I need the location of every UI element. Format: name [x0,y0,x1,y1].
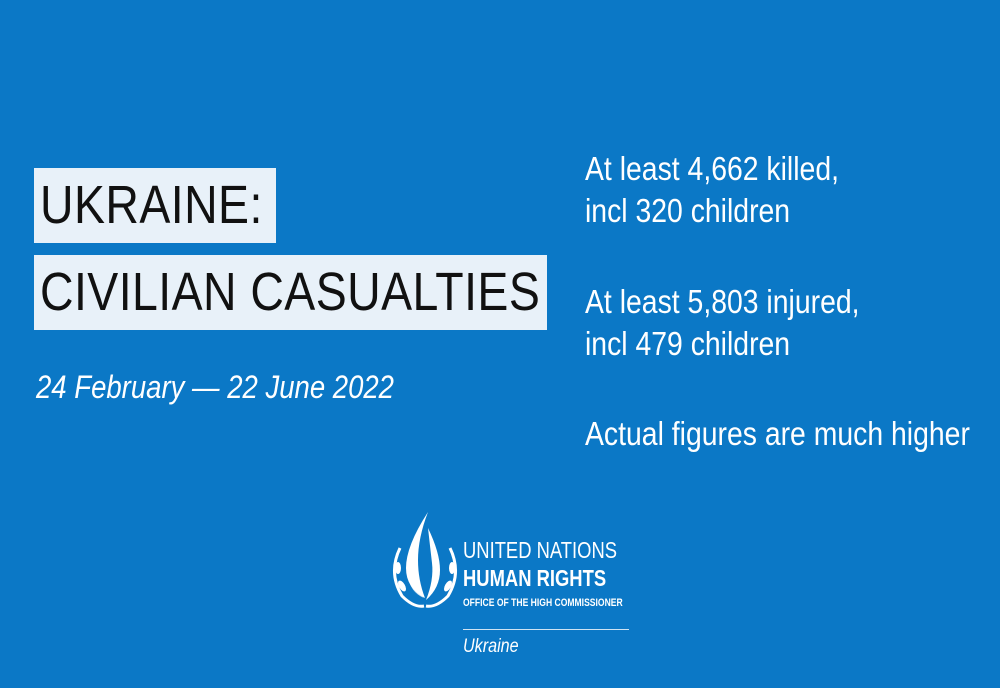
stat-injured-children: incl 479 children [585,325,791,362]
stat-killed-total: At least 4,662 killed, [585,150,839,187]
un-human-rights-flame-emblem-icon [393,512,457,608]
stat-injured: At least 5,803 injured, incl 479 childre… [585,281,860,365]
logo-divider [463,629,629,630]
title-line-1-box: UKRAINE: [34,168,276,243]
logo-line-1: UNITED NATIONS [463,537,618,563]
stat-injured-total: At least 5,803 injured, [585,283,860,320]
stat-note: Actual figures are much higher [585,413,970,455]
stat-killed: At least 4,662 killed, incl 320 children [585,148,839,232]
stat-note-text: Actual figures are much higher [585,415,970,452]
title-line-2: CIVILIAN CASUALTIES [40,262,541,322]
un-human-rights-logo: UNITED NATIONS HUMAN RIGHTS OFFICE OF TH… [388,508,638,683]
title-line-1: UKRAINE: [40,175,263,235]
title-line-2-box: CIVILIAN CASUALTIES [34,255,547,330]
stat-killed-children: incl 320 children [585,192,791,229]
logo-subtitle: Ukraine [463,636,519,657]
logo-line-2: HUMAN RIGHTS [463,565,607,591]
logo-line-3: OFFICE OF THE HIGH COMMISSIONER [463,597,623,609]
date-range: 24 February — 22 June 2022 [36,369,394,405]
